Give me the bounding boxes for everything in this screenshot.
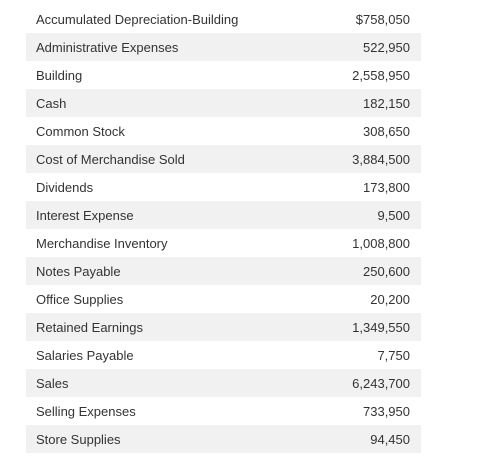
account-amount: 7,750 (377, 347, 410, 363)
account-name: Interest Expense (26, 201, 290, 229)
account-balances-table: Accumulated Depreciation-Building $758,0… (26, 5, 421, 453)
account-name: Retained Earnings (26, 313, 290, 341)
account-amount: 182,150 (290, 89, 421, 117)
account-amount: $758,050 (355, 11, 410, 27)
account-amount: 94,450 (290, 425, 421, 453)
table-row: Cash 182,150 (26, 89, 421, 117)
account-amount: 308,650 (363, 123, 410, 139)
table-row: Office Supplies 20,200 (26, 285, 421, 313)
table-row: Salaries Payable 7,750 (26, 341, 421, 369)
account-name: Selling Expenses (36, 403, 136, 419)
account-name: Store Supplies (26, 425, 290, 453)
table-row: Selling Expenses 733,950 (26, 397, 421, 425)
table-row: Common Stock 308,650 (26, 117, 421, 145)
account-amount: 6,243,700 (290, 369, 421, 397)
account-name: Cost of Merchandise Sold (26, 145, 290, 173)
account-amount: 20,200 (370, 291, 410, 307)
account-name: Common Stock (36, 123, 125, 139)
account-amount: 2,558,950 (352, 67, 410, 83)
account-name: Building (36, 67, 83, 83)
table-row: Administrative Expenses 522,950 (26, 33, 421, 61)
table-row: Dividends 173,800 (26, 173, 421, 201)
table-row: Retained Earnings 1,349,550 (26, 313, 421, 341)
account-amount: 250,600 (290, 257, 421, 285)
account-name: Administrative Expenses (26, 33, 290, 61)
table-row: Cost of Merchandise Sold 3,884,500 (26, 145, 421, 173)
account-name: Notes Payable (26, 257, 290, 285)
account-name: Dividends (36, 179, 94, 195)
table-row: Building 2,558,950 (26, 61, 421, 89)
account-name: Salaries Payable (36, 347, 134, 363)
account-name: Office Supplies (36, 291, 124, 307)
account-amount: 522,950 (290, 33, 421, 61)
table-row: Accumulated Depreciation-Building $758,0… (26, 5, 421, 33)
account-name: Merchandise Inventory (36, 235, 168, 251)
table-row: Sales 6,243,700 (26, 369, 421, 397)
account-name: Cash (26, 89, 290, 117)
account-name: Accumulated Depreciation-Building (36, 11, 239, 27)
table-body: Accumulated Depreciation-Building $758,0… (26, 5, 421, 453)
table-row: Notes Payable 250,600 (26, 257, 421, 285)
account-amount: 733,950 (363, 403, 410, 419)
account-amount: 9,500 (290, 201, 421, 229)
account-balances-list: Accumulated Depreciation-Building $758,0… (26, 5, 421, 453)
table-row: Store Supplies 94,450 (26, 425, 421, 453)
account-amount: 1,349,550 (290, 313, 421, 341)
table-row: Merchandise Inventory 1,008,800 (26, 229, 421, 257)
account-amount: 173,800 (363, 179, 410, 195)
table-row: Interest Expense 9,500 (26, 201, 421, 229)
account-amount: 1,008,800 (352, 235, 410, 251)
account-amount: 3,884,500 (290, 145, 421, 173)
account-name: Sales (26, 369, 290, 397)
